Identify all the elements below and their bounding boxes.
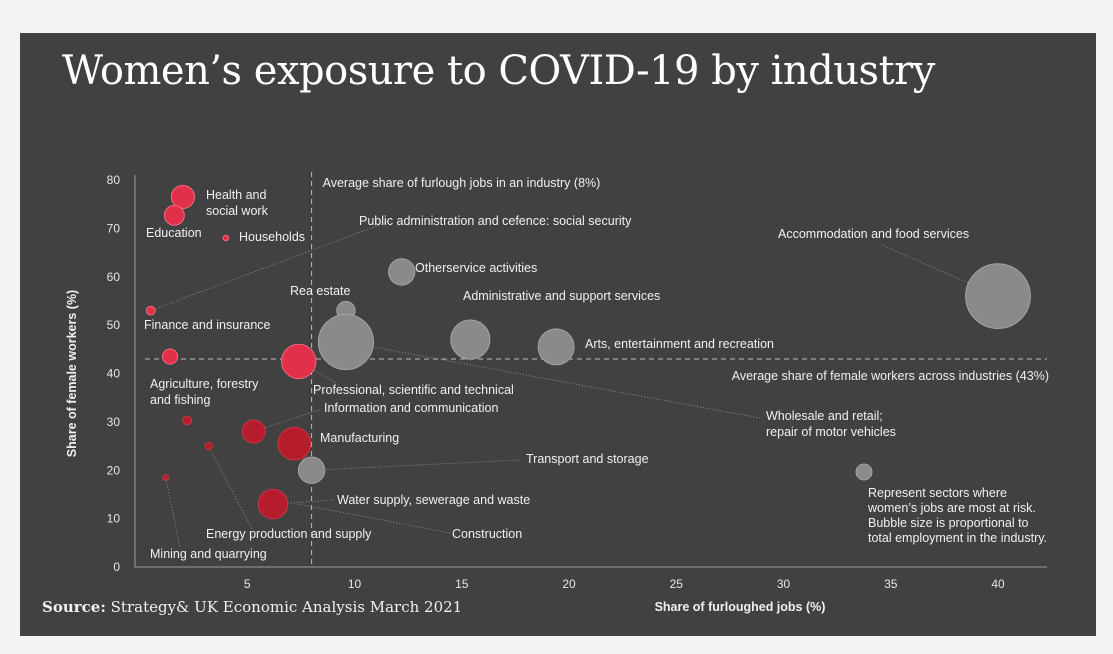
y-tick-label: 10 <box>107 512 121 526</box>
label-education: Education <box>146 226 202 240</box>
bubble-accommodation-and-food-services <box>965 263 1031 330</box>
label-agriculture-forestry-and-fishing: Agriculture, forestry and fishing <box>150 377 259 407</box>
label-mining-and-quarrying: Mining and quarrying <box>150 547 267 561</box>
label-health-and-social-work: Health and social work <box>206 188 269 218</box>
bubble-finance-and-insurance <box>161 348 179 365</box>
y-tick-label: 20 <box>107 463 121 477</box>
label-wholesale-and-retail-repair-of-motor-vehicles: Wholesale and retail; repair of motor veh… <box>766 409 896 439</box>
reference-lines: Average share of furlough jobs in an ind… <box>145 172 1049 567</box>
y-tick-label: 80 <box>107 173 121 187</box>
bubble-public-administration-and-cefence-social-security <box>145 305 156 316</box>
leader-water-supply-sewerage-and-waste <box>272 499 336 505</box>
bubble-mining-and-quarrying <box>162 474 170 481</box>
label-rea-estate: Rea estate <box>290 284 351 298</box>
x-tick-label: 35 <box>884 577 898 591</box>
leader-wholesale-and-retail-repair-of-motor-vehicles <box>345 341 761 419</box>
label-water-supply-sewerage-and-waste: Water supply, sewerage and waste <box>337 493 530 507</box>
bubble-administrative-and-support-services <box>450 319 491 360</box>
legend: Represent sectors where women’s jobs are … <box>855 463 1047 545</box>
bubble-arts-entertainment-and-recreation <box>537 328 575 366</box>
label-other-service-activities: Otherservice activities <box>415 261 537 275</box>
y-tick-label: 30 <box>107 415 121 429</box>
y-tick-labels: 0 10 20 30 40 50 60 70 80 <box>107 173 121 574</box>
x-tick-label: 30 <box>777 577 791 591</box>
source-note: Source: Strategy& UK Economic Analysis M… <box>42 598 462 616</box>
y-tick-label: 40 <box>107 367 121 381</box>
bubble-labels: Health and social work Education Households… <box>144 188 969 561</box>
female-average-label: Average share of female workers across i… <box>732 369 1049 383</box>
y-tick-label: 60 <box>107 270 121 284</box>
chart-title: Women’s exposure to COVID-19 by industry <box>62 48 935 94</box>
source-text: Strategy& UK Economic Analysis March 202… <box>110 598 463 616</box>
bubble-energy-production-and-supply <box>204 441 213 451</box>
leader-professional-scientific-and-technical <box>298 361 341 386</box>
leader-public-administration-and-cefence-social-security <box>150 220 391 311</box>
bubble-agriculture-forestry-and-fishing <box>182 415 193 426</box>
legend-swatch <box>855 463 873 481</box>
bubble-manufacturing <box>277 426 312 461</box>
furlough-average-label: Average share of furlough jobs in an ind… <box>323 176 601 190</box>
bubble-professional-scientific-and-technical <box>281 343 317 380</box>
x-tick-label: 25 <box>670 577 684 591</box>
leader-energy-production-and-supply <box>208 445 253 530</box>
bubble-transport-and-storage <box>297 456 326 484</box>
bubble-other-service-activities <box>387 258 416 286</box>
leader-transport-and-storage <box>311 459 521 471</box>
x-tick-label: 10 <box>348 577 362 591</box>
label-households: Households <box>239 230 305 244</box>
x-tick-label: 15 <box>455 577 469 591</box>
bubble-health-and-social-work <box>170 184 195 210</box>
legend-text: Represent sectors where women’s jobs are … <box>867 486 1047 545</box>
source-label: Source: <box>42 598 106 616</box>
label-finance-and-insurance: Finance and insurance <box>144 318 271 332</box>
y-tick-label: 50 <box>107 318 121 332</box>
axes: 5 10 15 20 25 30 35 40 0 10 20 30 40 50 60 70 80 Share … <box>65 173 1047 614</box>
label-administrative-and-support-services: Administrative and support services <box>463 289 660 303</box>
label-transport-and-storage: Transport and storage <box>526 452 649 466</box>
label-accommodation-and-food-services: Accommodation and food services <box>778 227 969 241</box>
x-tick-label: 5 <box>244 577 251 591</box>
x-tick-label: 20 <box>562 577 576 591</box>
x-tick-label: 40 <box>991 577 1005 591</box>
bubble-wholesale-and-retail-repair-of-motor-vehicles <box>317 313 375 371</box>
label-manufacturing: Manufacturing <box>320 431 399 445</box>
bubble-information-and-communication <box>241 419 266 444</box>
bubble-water-supply-sewerage-and-waste <box>257 488 289 520</box>
x-tick-labels: 5 10 15 20 25 30 35 40 <box>244 577 1005 591</box>
y-tick-label: 70 <box>107 221 121 235</box>
bubbles <box>145 184 1031 520</box>
label-professional-scientific-and-technical: Professional, scientific and technical <box>313 383 514 397</box>
x-axis-title: Share of furloughed jobs (%) <box>655 600 826 614</box>
bubble-households <box>222 234 230 242</box>
label-energy-production-and-supply: Energy production and supply <box>206 527 372 541</box>
label-public-administration-and-cefence-social-security: Public administration and cefence: socia… <box>359 214 632 228</box>
label-information-and-communication: Information and communication <box>324 401 498 415</box>
label-construction: Construction <box>452 527 522 541</box>
y-tick-label: 0 <box>113 560 120 574</box>
bubble-education <box>163 204 185 226</box>
leader-mining-and-quarrying <box>165 477 181 549</box>
label-arts-entertainment-and-recreation: Arts, entertainment and recreation <box>585 337 774 351</box>
y-axis-title: Share of female workers (%) <box>65 290 79 457</box>
